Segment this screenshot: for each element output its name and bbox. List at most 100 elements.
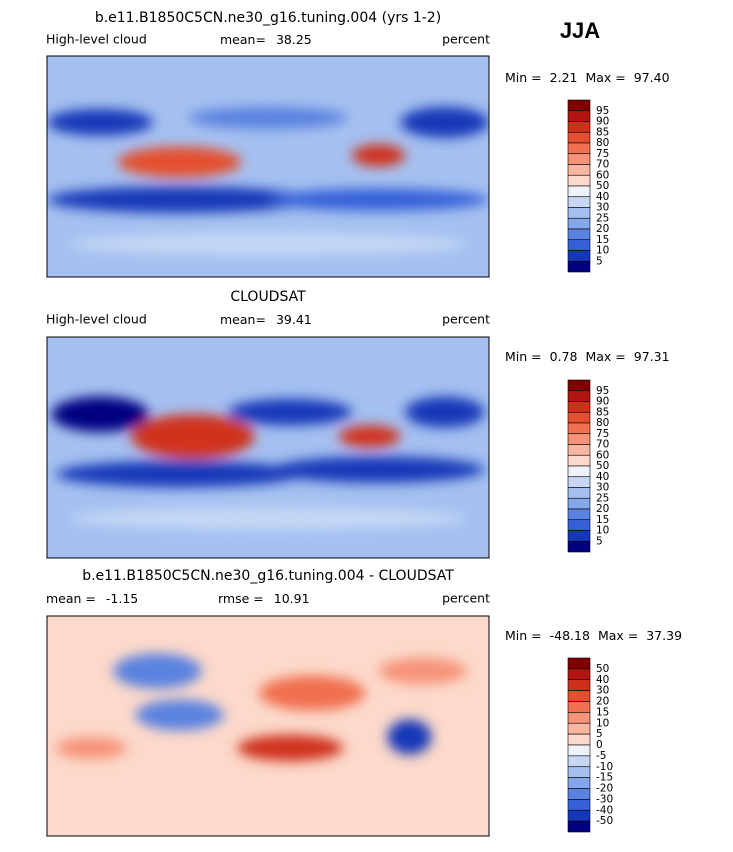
- range-min: 2.21: [550, 70, 578, 85]
- colorbar-label: 40: [596, 674, 609, 686]
- colorbar-box: [567, 820, 591, 833]
- colorbar-box: [567, 250, 591, 262]
- colorbar-label: 15: [596, 514, 609, 526]
- colorbar-box: [567, 690, 591, 702]
- range-min-label: Min =: [505, 628, 542, 643]
- range-min-label: Min =: [505, 70, 542, 85]
- map-field: [237, 734, 344, 762]
- colorbar-box: [567, 712, 591, 724]
- map-field: [268, 188, 489, 211]
- map-field: [69, 232, 467, 255]
- colorbar-label: 10: [596, 717, 609, 729]
- range: Min = -48.18 Max = 37.39: [505, 628, 682, 643]
- colorbar-label: 20: [596, 696, 609, 708]
- colorbar-box: [567, 476, 591, 488]
- stat-value: 39.41: [276, 312, 312, 327]
- colorbar-box: [567, 487, 591, 499]
- colorbar-box: [567, 668, 591, 681]
- colorbar-box: [567, 379, 591, 392]
- colorbar-label: 90: [596, 396, 609, 408]
- colorbar-label: 50: [596, 663, 609, 675]
- stat-value: -1.15: [106, 591, 138, 606]
- colorbar-label: 50: [596, 180, 609, 192]
- colorbar-label: 75: [596, 148, 609, 160]
- colorbar-box: [567, 755, 591, 768]
- colorbar-label: 85: [596, 406, 609, 418]
- colorbar-box: [567, 766, 591, 778]
- map-field: [55, 460, 304, 488]
- stat-value: 38.25: [276, 32, 312, 47]
- stat-label: rmse =: [218, 591, 264, 606]
- colorbar-label: 40: [596, 191, 609, 203]
- stat-label: mean =: [46, 591, 96, 606]
- colorbar-label: 95: [596, 105, 609, 117]
- stat-value: 10.91: [274, 591, 310, 606]
- colorbar-label: 30: [596, 482, 609, 494]
- colorbar-box: [567, 131, 591, 144]
- colorbar-label: -40: [596, 804, 613, 816]
- colorbar-box: [567, 799, 591, 811]
- colorbar-box: [567, 465, 591, 478]
- colorbar-label: 10: [596, 525, 609, 537]
- season-label: JJA: [560, 18, 600, 43]
- colorbar-box: [567, 239, 591, 251]
- map-field: [188, 106, 348, 129]
- colorbar-box: [567, 121, 591, 133]
- colorbar-label: -30: [596, 793, 613, 805]
- map-field: [47, 186, 313, 213]
- subtitle-left: High-level cloud: [46, 32, 147, 47]
- map-field: [135, 699, 224, 731]
- map: [47, 616, 489, 836]
- colorbar-label: 5: [596, 255, 603, 267]
- colorbar-label: 5: [596, 728, 603, 740]
- range-max-label: Max =: [598, 628, 638, 643]
- colorbar-label: 60: [596, 169, 609, 181]
- colorbar-label: 20: [596, 503, 609, 515]
- colorbar-label: 15: [596, 706, 609, 718]
- colorbar-box: [567, 788, 591, 800]
- colorbar-box: [567, 260, 591, 273]
- colorbar-box: [567, 679, 591, 691]
- colorbar-label: 95: [596, 385, 609, 397]
- colorbar-label: -5: [596, 750, 606, 762]
- colorbar-label: 40: [596, 471, 609, 483]
- stat-label: mean=: [220, 312, 266, 327]
- colorbar-box: [567, 657, 591, 670]
- map-field: [51, 396, 149, 433]
- subtitle-left: High-level cloud: [46, 312, 147, 327]
- range: Min = 2.21 Max = 97.40: [505, 70, 670, 85]
- colorbar-box: [567, 196, 591, 208]
- map-field: [259, 675, 366, 711]
- range-max: 37.39: [646, 628, 682, 643]
- colorbar-label: 20: [596, 223, 609, 235]
- map: [47, 337, 489, 558]
- map: [47, 56, 489, 277]
- colorbar-box: [567, 142, 591, 155]
- stat-label: mean=: [220, 32, 266, 47]
- map-frame: [46, 55, 490, 278]
- range-min: 0.78: [550, 349, 578, 364]
- stat: rmse = 10.91: [218, 591, 310, 606]
- map-field: [113, 653, 202, 689]
- colorbar-box: [567, 217, 591, 230]
- colorbar-label: 30: [596, 685, 609, 697]
- stat: mean= 39.41: [220, 312, 312, 327]
- panel-title: CLOUDSAT: [230, 289, 306, 305]
- colorbar-box: [567, 444, 591, 456]
- colorbar-box: [567, 401, 591, 413]
- range-max-label: Max =: [585, 349, 625, 364]
- colorbar-label: 80: [596, 417, 609, 429]
- map-field: [351, 144, 406, 167]
- colorbar-box: [567, 164, 591, 176]
- panel-title: b.e11.B1850C5CN.ne30_g16.tuning.004 - CL…: [82, 568, 454, 584]
- colorbar-label: -15: [596, 772, 613, 784]
- colorbar-box: [567, 153, 591, 165]
- colorbar-box: [567, 110, 591, 122]
- colorbar-box: [567, 540, 591, 553]
- subtitle-right: percent: [442, 312, 490, 327]
- colorbar-box: [567, 508, 591, 521]
- range-max-label: Max =: [585, 70, 625, 85]
- colorbar-label: 5: [596, 535, 603, 547]
- map-field: [272, 456, 485, 483]
- colorbar-box: [567, 744, 591, 757]
